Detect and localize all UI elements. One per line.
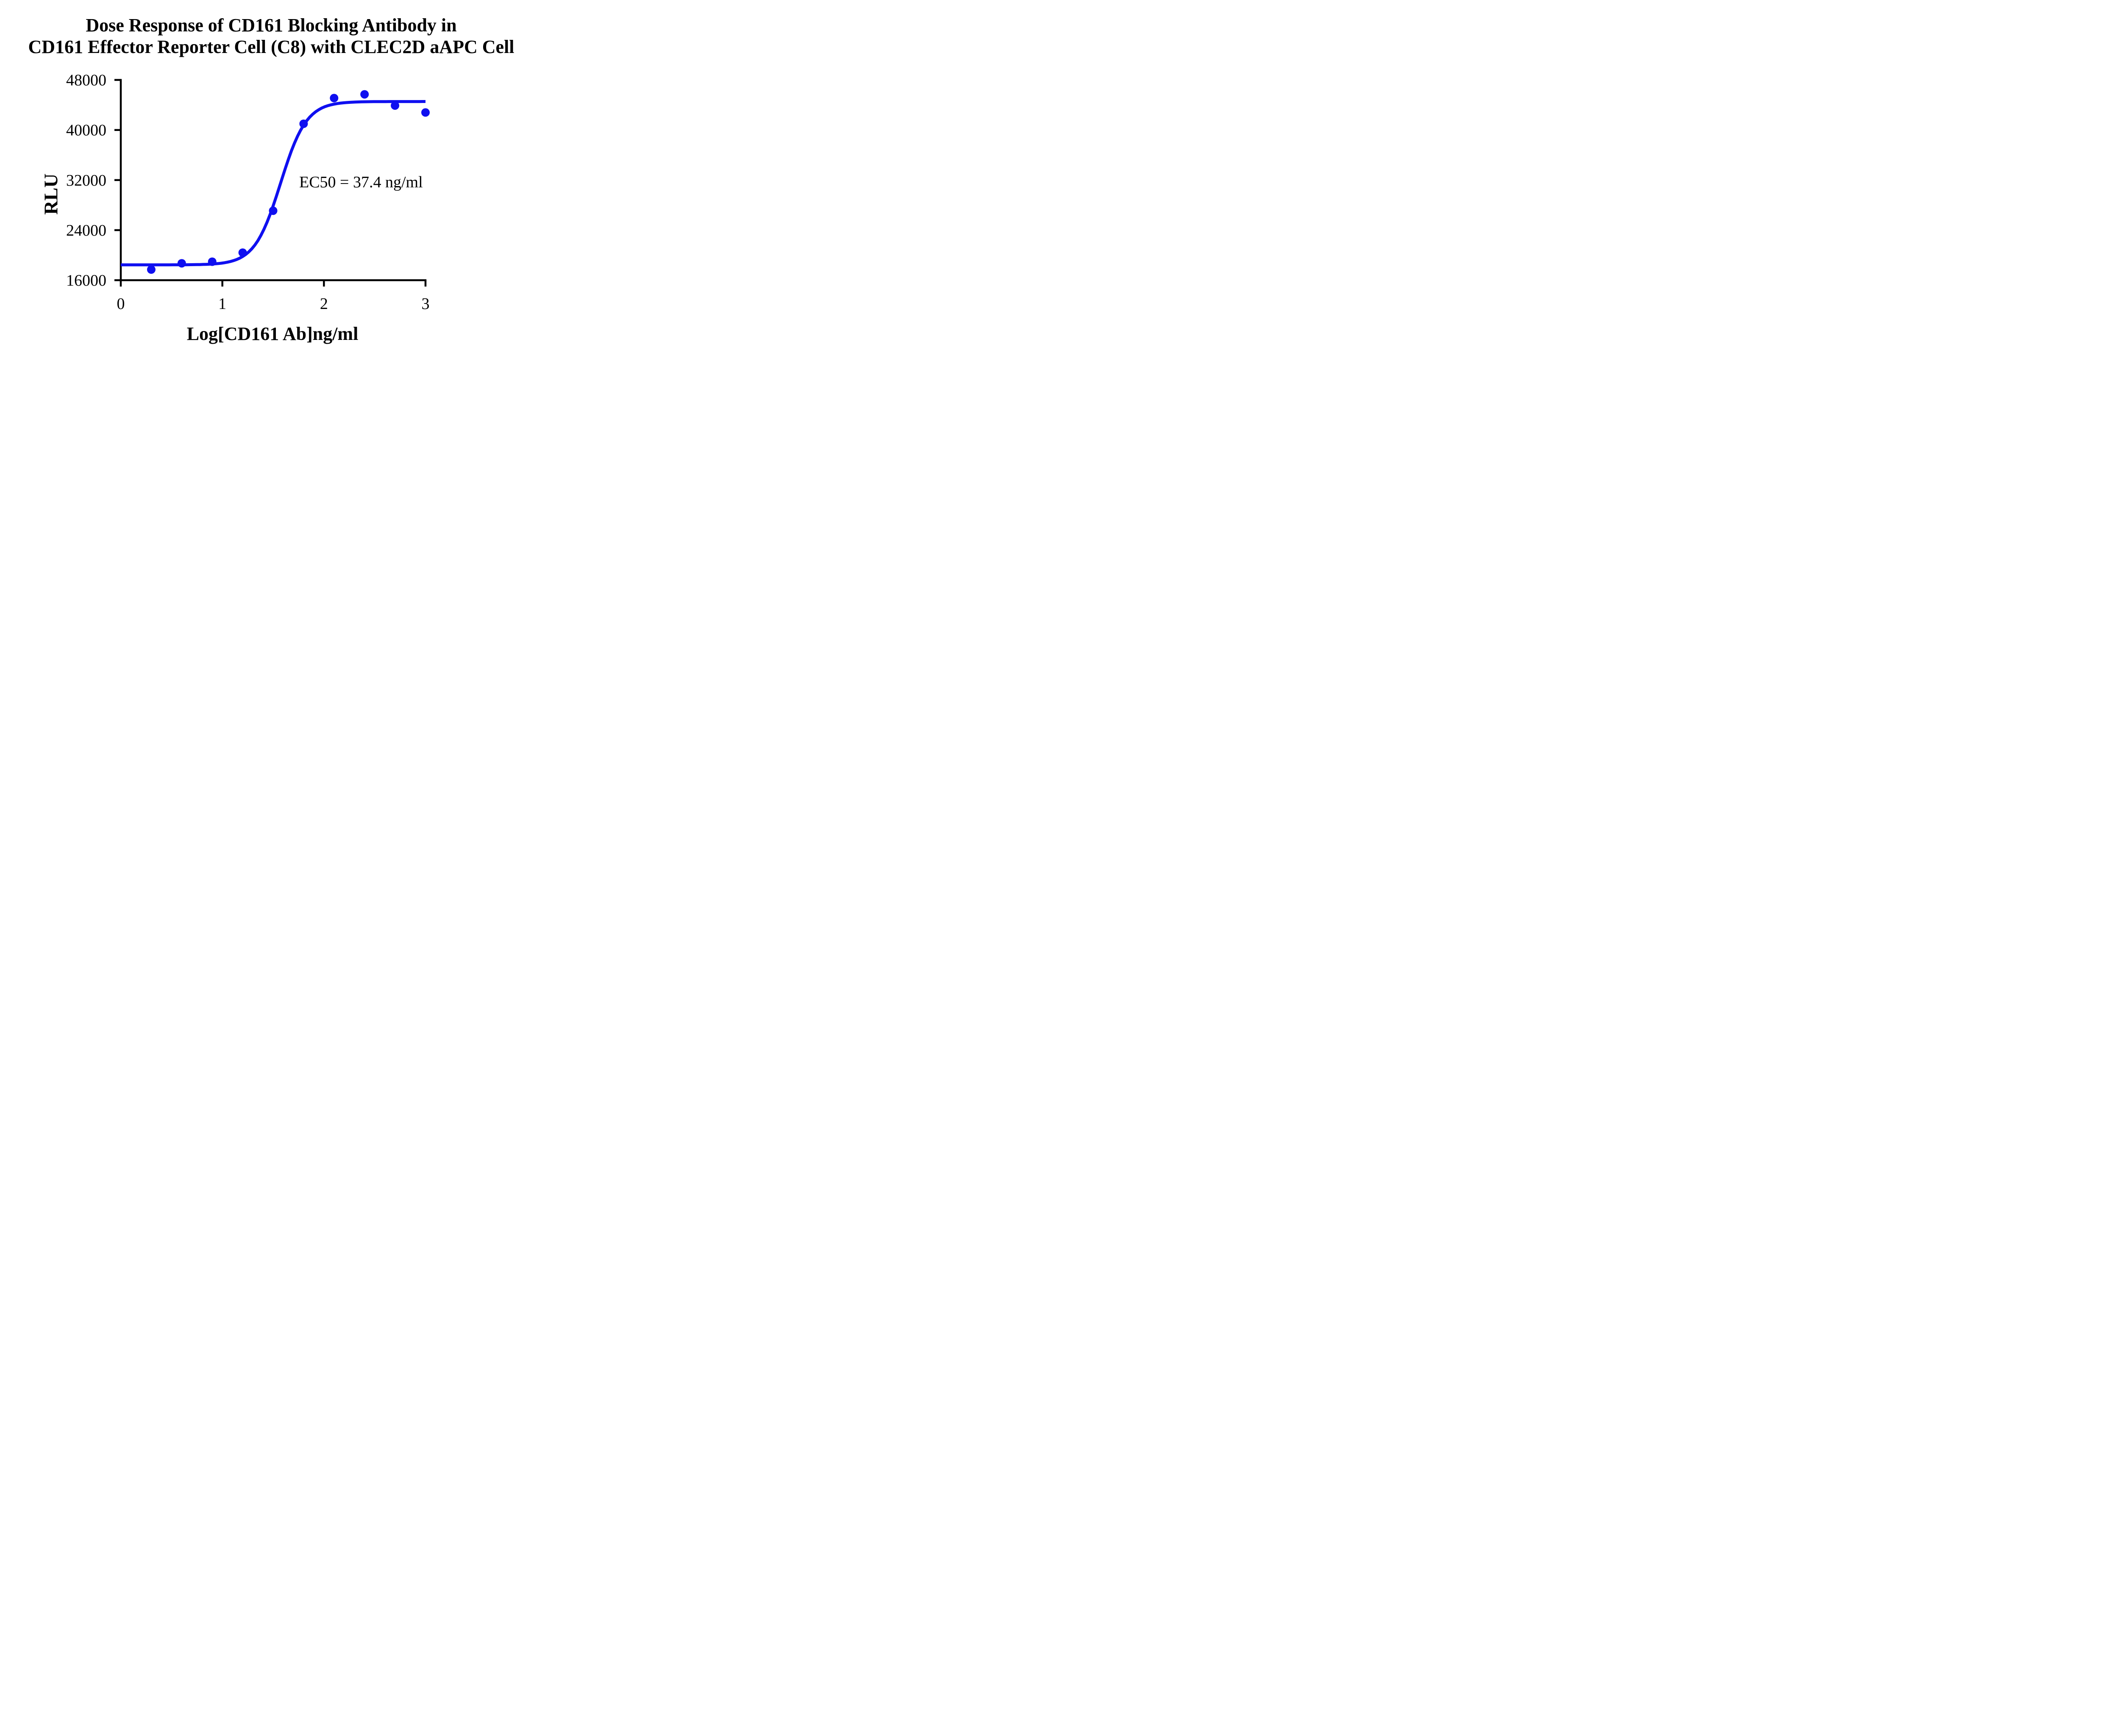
chart-title-line1: Dose Response of CD161 Blocking Antibody…: [86, 15, 457, 36]
data-point: [208, 257, 217, 266]
y-tick-label: 40000: [66, 122, 106, 139]
y-tick-label: 48000: [66, 72, 106, 89]
data-point: [330, 94, 339, 103]
chart-title-line2: CD161 Effector Reporter Cell (C8) with C…: [28, 36, 514, 58]
x-tick-label: 0: [117, 295, 125, 313]
x-tick-label: 3: [422, 295, 430, 313]
x-tick-label: 2: [320, 295, 328, 313]
data-point: [238, 248, 247, 257]
y-tick-label: 16000: [66, 272, 106, 289]
dose-response-figure: Dose Response of CD161 Blocking Antibody…: [0, 0, 542, 348]
y-tick-label: 32000: [66, 172, 106, 189]
ec50-annotation: EC50 = 37.4 ng/ml: [299, 173, 423, 191]
y-tick-label: 24000: [66, 222, 106, 239]
data-point: [360, 90, 369, 99]
data-point: [269, 206, 278, 215]
data-point: [299, 120, 308, 128]
plot-area: 16000 24000 32000 40000 48000 0 1 2 3: [66, 72, 430, 313]
x-tick-label: 1: [218, 295, 226, 313]
data-point: [421, 108, 430, 117]
data-point: [391, 101, 400, 110]
data-point: [177, 259, 186, 268]
x-axis-title: Log[CD161 Ab]ng/ml: [186, 323, 359, 344]
data-point: [147, 265, 156, 274]
chart-title: Dose Response of CD161 Blocking Antibody…: [0, 14, 542, 58]
fit-curve: [121, 100, 425, 267]
